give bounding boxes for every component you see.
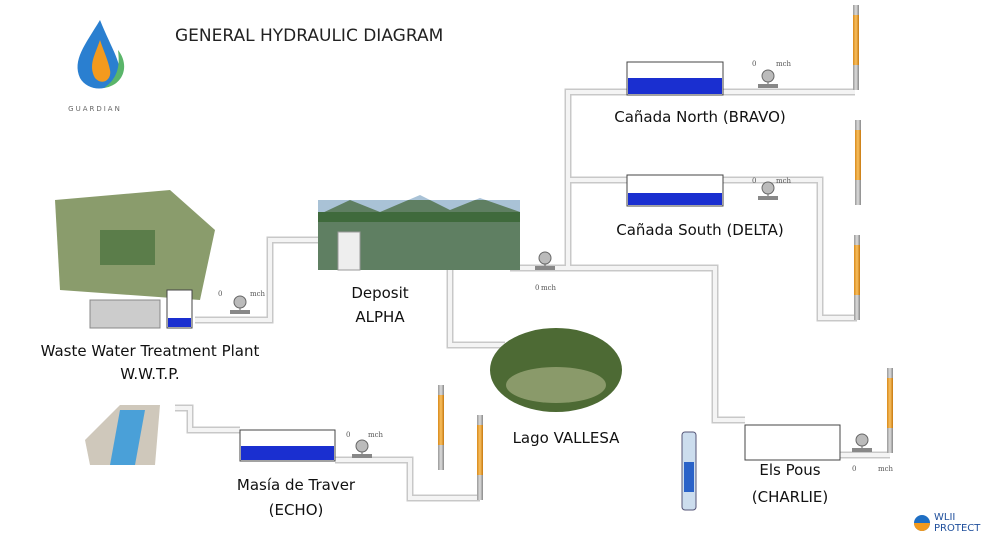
site-label: Cañada South (DELTA) bbox=[616, 221, 784, 239]
wwtp-image bbox=[55, 190, 215, 328]
meter-unit: mch bbox=[368, 431, 384, 439]
meter-unit: mch bbox=[250, 290, 266, 298]
site-label: ALPHA bbox=[355, 308, 405, 326]
site-label: (ECHO) bbox=[269, 501, 324, 519]
meter-unit: mch bbox=[878, 465, 894, 473]
meter-value: 0 bbox=[346, 431, 350, 439]
logo-text: GUARDIAN bbox=[68, 105, 122, 113]
pump bbox=[682, 432, 696, 510]
meter-unit: mch bbox=[541, 284, 557, 292]
meter-value: 0 bbox=[852, 465, 856, 473]
logo-text: WLII bbox=[934, 512, 955, 523]
meter-value: 0 bbox=[535, 284, 539, 292]
tank bbox=[745, 425, 840, 460]
deposit-image bbox=[318, 195, 520, 270]
site-label: Lago VALLESA bbox=[513, 429, 621, 447]
site-label: W.W.T.P. bbox=[120, 365, 179, 383]
site-label: (CHARLIE) bbox=[752, 488, 828, 506]
tank-level bbox=[628, 78, 722, 94]
wlii-logo: WLII PROTECT bbox=[914, 512, 981, 534]
site-label: Cañada North (BRAVO) bbox=[614, 108, 785, 126]
tank-level bbox=[628, 193, 722, 205]
site-label: Waste Water Treatment Plant bbox=[41, 342, 260, 360]
title: GENERAL HYDRAULIC DIAGRAM bbox=[175, 26, 443, 46]
meter-value: 0 bbox=[218, 290, 222, 298]
diagram: GUARDIAN GENERAL HYDRAULIC DIAGRAM 0 mch… bbox=[0, 0, 1007, 542]
meter-value: 0 bbox=[752, 60, 756, 68]
meter-value: 0 bbox=[752, 177, 756, 185]
logo-text: PROTECT bbox=[934, 523, 981, 534]
meter-unit: mch bbox=[776, 177, 792, 185]
meter-unit: mch bbox=[776, 60, 792, 68]
site-label: Masía de Traver bbox=[237, 476, 356, 494]
tank-level bbox=[241, 446, 334, 460]
site-label: Deposit bbox=[351, 284, 408, 302]
site-label: Els Pous bbox=[759, 461, 820, 479]
guardian-logo: GUARDIAN bbox=[68, 20, 124, 113]
lake-water bbox=[506, 367, 606, 403]
